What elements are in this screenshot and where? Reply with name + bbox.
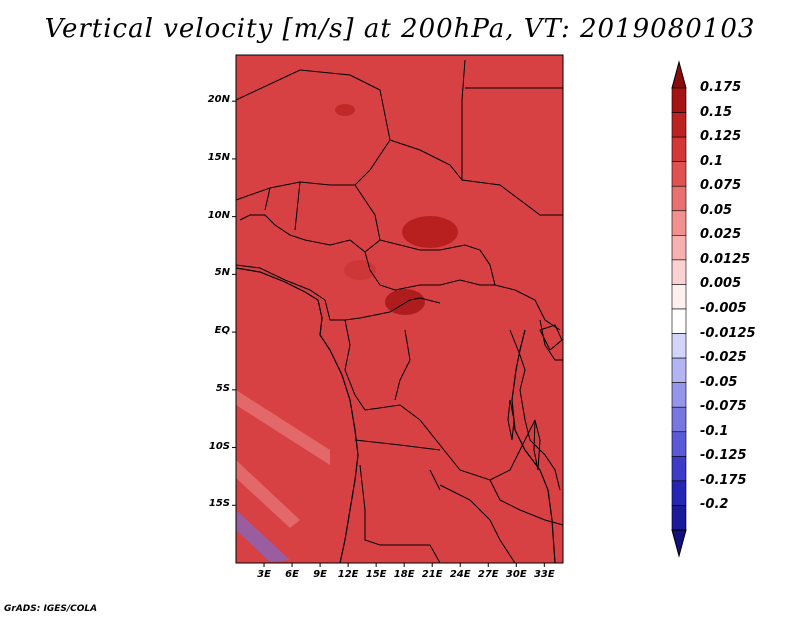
colorbar-swatch (671, 185, 687, 212)
colorbar-label: 0.1 (700, 153, 724, 169)
x-tick-label: 27E (477, 569, 499, 580)
colorbar-label: 0.175 (700, 80, 742, 95)
colorbar-swatch (671, 456, 687, 482)
colorbar-swatch (671, 308, 687, 334)
coastline (235, 267, 556, 564)
y-tick-label: 5S (215, 382, 230, 394)
x-tick-label: 12E (337, 569, 359, 580)
y-tick-label: EQ (214, 325, 230, 337)
colorbar-label: 0.025 (700, 227, 742, 243)
x-tick-label: 18E (393, 569, 415, 580)
colorbar-label: -0.075 (700, 399, 747, 415)
chart-title: Vertical velocity [m/s] at 200hPa, VT: 2… (44, 14, 756, 44)
colorbar-swatch (671, 480, 687, 506)
y-tick-label: 5N (214, 267, 230, 279)
colorbar-swatch (671, 235, 687, 261)
colorbar-swatch (671, 284, 687, 310)
colorbar-swatch (671, 333, 687, 359)
colorbar-swatch (671, 505, 687, 531)
x-tick-label: 21E (421, 569, 443, 580)
colorbar-label: -0.0125 (700, 325, 756, 341)
colorbar-swatch (671, 431, 687, 457)
y-tick-label: 20N (207, 94, 230, 106)
colorbar-label: -0.1 (700, 423, 729, 439)
y-axis-ticks (232, 100, 236, 506)
map-frame (235, 54, 564, 564)
colorbar-swatch (671, 112, 687, 138)
colorbar-swatch (671, 136, 687, 162)
x-tick-label: 33E (533, 569, 555, 580)
colorbar-label: 0.075 (700, 178, 742, 194)
colorbar (671, 60, 687, 558)
colorbar-label: -0.125 (700, 448, 747, 464)
lakes (507, 324, 563, 471)
colorbar-swatch (671, 382, 687, 408)
colorbar-label: -0.005 (700, 301, 747, 316)
colorbar-swatch (671, 357, 687, 383)
colorbar-bottom-arrow (671, 529, 687, 558)
x-axis-ticks (263, 563, 545, 567)
country-borders (235, 59, 564, 564)
y-tick-label: 10N (207, 209, 230, 221)
y-tick-label: 10S (208, 440, 230, 452)
x-tick-label: 9E (313, 569, 327, 580)
x-tick-label: 6E (285, 569, 299, 580)
x-tick-label: 3E (257, 569, 271, 580)
footer-credit: GrADS: IGES/COLA (4, 604, 98, 614)
colorbar-label: 0.05 (700, 202, 733, 218)
x-tick-label: 30E (505, 569, 527, 580)
colorbar-label: 0.15 (700, 104, 733, 120)
colorbar-label: -0.175 (700, 472, 747, 488)
colorbar-label: 0.005 (700, 276, 742, 292)
colorbar-top-arrow (671, 60, 687, 89)
colorbar-label: 0.0125 (700, 251, 751, 267)
x-tick-label: 15E (365, 569, 387, 580)
colorbar-swatch (671, 259, 687, 285)
colorbar-label: -0.025 (700, 350, 747, 366)
colorbar-label: 0.125 (700, 129, 742, 145)
y-tick-label: 15S (208, 498, 230, 510)
velocity-field (236, 55, 563, 563)
colorbar-label: -0.2 (700, 497, 729, 513)
x-tick-label: 24E (449, 569, 471, 580)
colorbar-swatch (671, 161, 687, 187)
colorbar-label: -0.05 (700, 374, 738, 390)
y-tick-label: 15N (207, 151, 230, 163)
colorbar-swatch (671, 87, 687, 113)
colorbar-swatch (671, 210, 687, 236)
colorbar-swatch (671, 406, 687, 433)
